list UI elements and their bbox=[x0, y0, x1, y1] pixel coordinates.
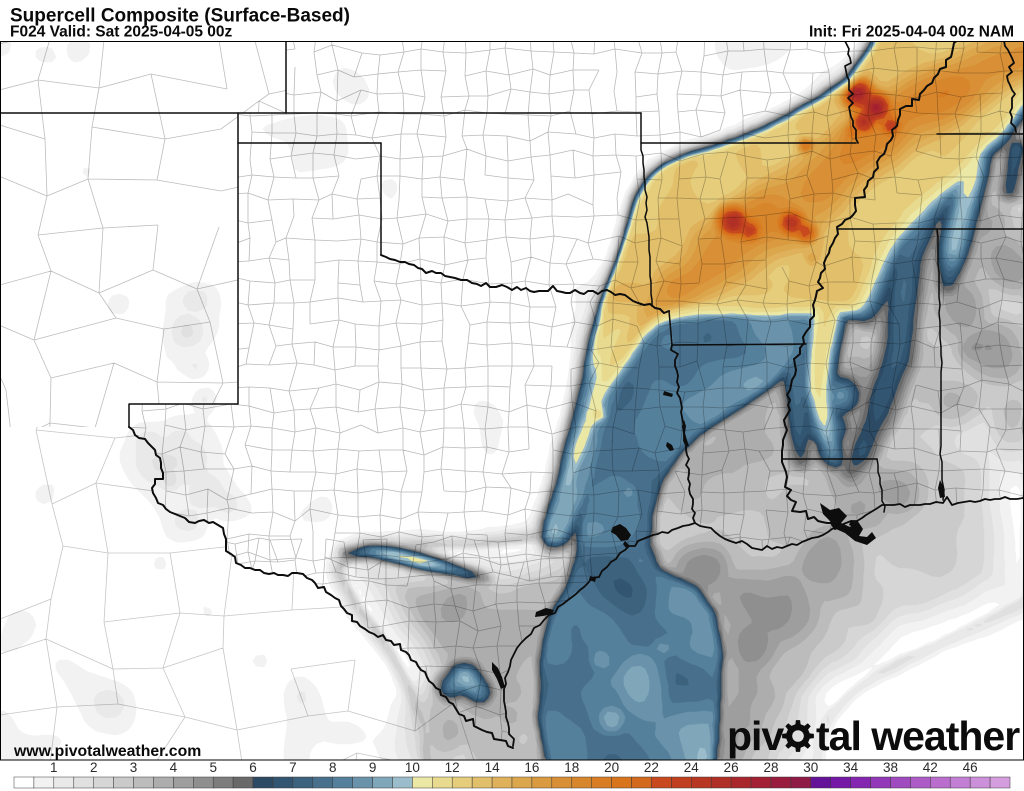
svg-text:Supercell Composite (Surface-B: Supercell Composite (Surface-Based) bbox=[10, 6, 350, 27]
svg-text:6: 6 bbox=[249, 760, 257, 775]
svg-text:7: 7 bbox=[289, 760, 297, 775]
svg-text:42: 42 bbox=[923, 760, 938, 775]
svg-text:4: 4 bbox=[170, 760, 178, 775]
svg-text:12: 12 bbox=[445, 760, 460, 775]
svg-text:30: 30 bbox=[803, 760, 818, 775]
svg-text:16: 16 bbox=[524, 760, 539, 775]
svg-text:www.pivotalweather.com: www.pivotalweather.com bbox=[13, 743, 201, 760]
svg-text:2: 2 bbox=[90, 760, 98, 775]
svg-text:14: 14 bbox=[485, 760, 501, 775]
svg-text:26: 26 bbox=[724, 760, 739, 775]
svg-text:tal weather: tal weather bbox=[816, 713, 1020, 759]
svg-text:34: 34 bbox=[843, 760, 859, 775]
svg-text:1: 1 bbox=[50, 760, 58, 775]
svg-text:28: 28 bbox=[763, 760, 778, 775]
svg-text:Init: Fri 2025-04-04 00z NAM: Init: Fri 2025-04-04 00z NAM bbox=[809, 24, 1014, 41]
svg-text:20: 20 bbox=[604, 760, 619, 775]
svg-text:46: 46 bbox=[963, 760, 978, 775]
svg-text:5: 5 bbox=[209, 760, 217, 775]
svg-text:18: 18 bbox=[564, 760, 579, 775]
svg-text:38: 38 bbox=[883, 760, 898, 775]
svg-text:8: 8 bbox=[329, 760, 337, 775]
svg-text:F024 Valid: Sat 2025-04-05 00z: F024 Valid: Sat 2025-04-05 00z bbox=[10, 24, 233, 41]
svg-text:10: 10 bbox=[405, 760, 420, 775]
svg-text:22: 22 bbox=[644, 760, 659, 775]
svg-text:piv: piv bbox=[727, 713, 784, 759]
svg-text:24: 24 bbox=[684, 760, 700, 775]
svg-text:9: 9 bbox=[369, 760, 377, 775]
svg-text:3: 3 bbox=[130, 760, 138, 775]
